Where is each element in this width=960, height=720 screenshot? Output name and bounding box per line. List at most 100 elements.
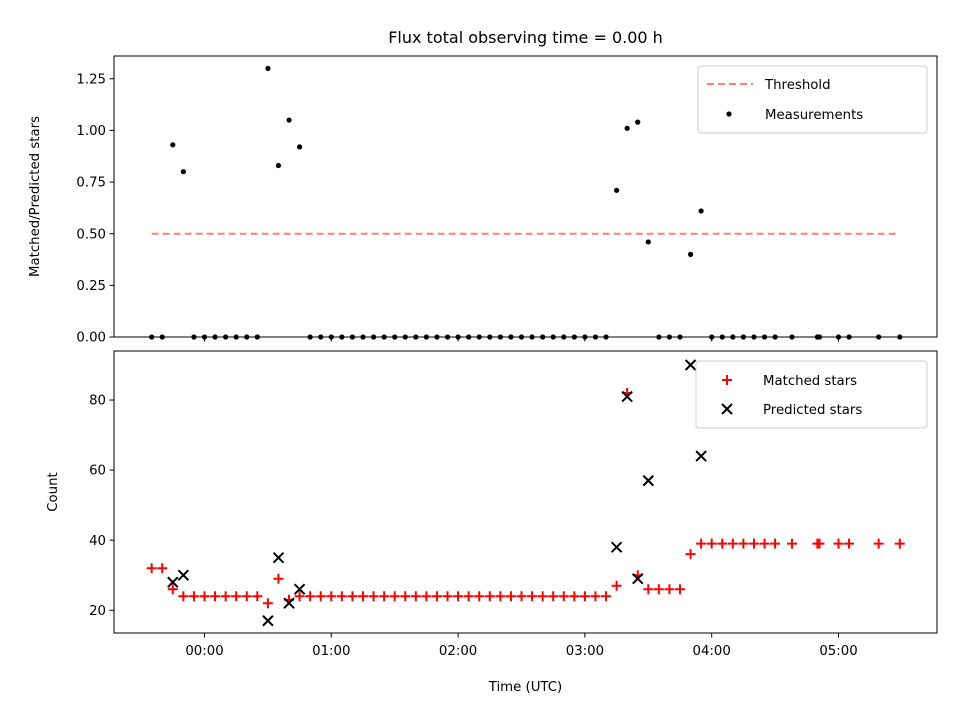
matched-star-point	[305, 591, 316, 602]
matched-star-point	[727, 538, 738, 549]
matched-star-point	[664, 584, 675, 595]
predicted-star-point	[262, 615, 274, 627]
legend-box	[695, 360, 928, 429]
y-tick-label: 80	[89, 394, 106, 409]
y-tick-label: 0.25	[76, 279, 106, 294]
matched-star-point	[814, 538, 825, 549]
x-tick-label: 01:00	[312, 644, 350, 659]
matched-star-point	[262, 598, 273, 609]
matched-star-point	[844, 538, 855, 549]
predicted-star-point	[283, 597, 295, 609]
measurement-point	[645, 239, 651, 245]
matched-star-point	[611, 580, 622, 591]
matched-star-point	[548, 591, 559, 602]
matched-star-point	[685, 549, 696, 560]
matched-star-point	[326, 591, 337, 602]
matched-star-point	[558, 591, 569, 602]
matched-star-point	[431, 591, 442, 602]
matched-star-point	[157, 563, 168, 574]
legend-measurements-label: Measurements	[765, 108, 863, 123]
legend-threshold-label: Threshold	[764, 78, 831, 93]
measurement-point	[275, 162, 282, 169]
bottom-plot: 20 40 60 80 00:00 01:00 02:00 03:00 04:00 05:00 Ti…	[46, 350, 938, 695]
measurement-point	[687, 251, 694, 257]
matched-star-point	[569, 591, 580, 602]
matched-star-point	[738, 538, 749, 549]
x-axis-label: Time (UTC)	[488, 680, 563, 695]
predicted-star-point	[695, 450, 707, 462]
matched-star-point	[273, 573, 284, 584]
matched-star-point	[873, 538, 884, 549]
y-tick-label: 60	[89, 464, 106, 479]
top-legend: Threshold Measurements	[697, 65, 928, 134]
matched-star-point	[770, 538, 781, 549]
matched-star-point	[400, 591, 411, 602]
matched-star-point	[833, 538, 844, 549]
matched-star-point	[748, 538, 759, 549]
predicted-star-point	[177, 569, 190, 581]
matched-star-point	[442, 591, 453, 602]
predicted-star-point	[632, 572, 644, 585]
matched-star-point	[484, 591, 495, 602]
matched-star-point	[601, 591, 612, 602]
matched-star-point	[463, 591, 474, 602]
top-plot: Flux total observing time = 0.00 h 0.00 0.…	[28, 28, 938, 346]
matched-star-point	[421, 591, 432, 602]
measurement-point	[297, 144, 303, 150]
matched-star-point	[178, 591, 189, 602]
measurement-point	[624, 125, 630, 131]
matched-star-point	[706, 538, 717, 549]
matched-star-point	[379, 591, 390, 602]
legend-matched-label: Matched stars	[763, 374, 857, 389]
predicted-star-point	[684, 359, 697, 371]
legend-matched-swatch	[722, 375, 732, 385]
matched-star-point	[368, 591, 379, 602]
measurement-point	[614, 187, 620, 193]
matched-star-point	[210, 591, 221, 602]
y-tick-label: 1.25	[76, 72, 106, 87]
measurement-point	[286, 117, 292, 123]
matched-star-point	[787, 538, 798, 549]
measurement-point	[265, 65, 271, 71]
matched-star-point	[653, 584, 664, 595]
matched-star-point	[252, 591, 263, 602]
bottom-legend: Matched stars Predicted stars	[695, 360, 928, 429]
matched-star-point	[717, 538, 728, 549]
predicted-star-point	[621, 390, 633, 403]
matched-star-point	[146, 563, 157, 574]
predicted-star-point	[272, 551, 285, 564]
y-axis-label: Count	[46, 472, 61, 512]
x-tick-label: 05:00	[819, 644, 857, 659]
matched-star-point	[537, 591, 548, 602]
legend-measurements-swatch	[726, 111, 732, 117]
y-tick-label: 1.00	[76, 124, 106, 139]
matched-star-point	[410, 591, 421, 602]
matched-star-point	[474, 591, 485, 602]
matched-star-point	[453, 591, 464, 602]
matched-star-point	[294, 591, 305, 602]
matched-star-point	[675, 584, 685, 595]
x-tick-label: 02:00	[439, 644, 477, 659]
matched-star-point	[336, 591, 347, 602]
matched-star-point	[231, 591, 242, 602]
predicted-star-point	[642, 474, 655, 487]
matched-star-point	[759, 538, 770, 549]
matched-star-point	[199, 591, 210, 602]
y-tick-label: 20	[89, 604, 106, 619]
legend-predicted-swatch	[721, 403, 733, 415]
matched-star-point	[389, 591, 400, 602]
predicted-star-point	[167, 576, 179, 588]
matched-star-point	[527, 591, 538, 602]
x-tick-label: 04:00	[693, 644, 731, 659]
predicted-star-point	[610, 541, 623, 553]
matched-star-point	[505, 591, 516, 602]
matched-star-point	[643, 584, 654, 595]
matched-star-point	[495, 591, 506, 602]
matched-star-point	[516, 591, 527, 602]
matched-star-point	[315, 591, 326, 602]
y-tick-label: 0.75	[76, 176, 106, 191]
matched-star-point	[241, 591, 252, 602]
measurement-point	[180, 169, 186, 175]
matched-star-point	[358, 591, 368, 602]
y-tick-label: 0.00	[76, 331, 106, 346]
